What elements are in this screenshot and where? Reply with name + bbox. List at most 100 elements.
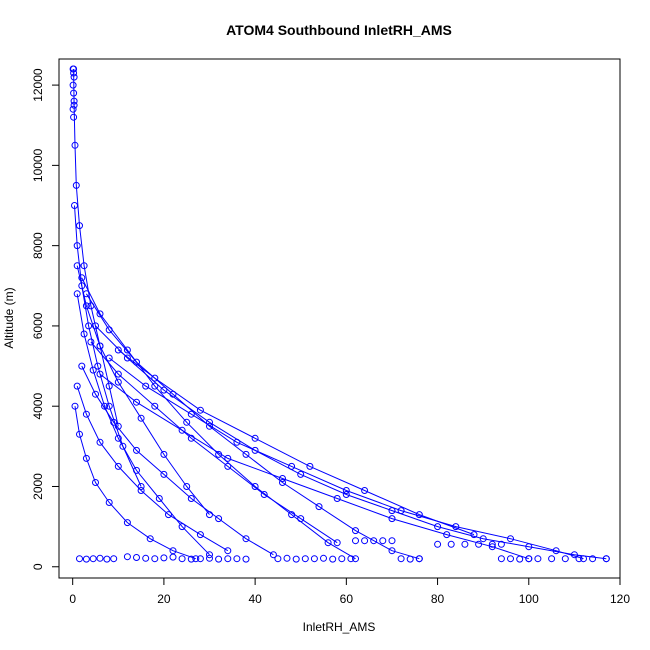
series-line xyxy=(76,385,229,552)
data-point xyxy=(488,543,496,551)
data-point xyxy=(105,382,113,390)
data-point xyxy=(160,554,168,562)
data-point xyxy=(137,483,145,490)
x-tick-label: 0 xyxy=(69,592,76,606)
data-point xyxy=(388,507,396,515)
data-point xyxy=(461,540,469,548)
data-point xyxy=(589,555,597,563)
data-point xyxy=(73,242,81,250)
data-point xyxy=(72,181,80,189)
data-point xyxy=(70,69,78,77)
data-point xyxy=(69,65,77,73)
y-tick-label: 4000 xyxy=(31,393,45,420)
data-point xyxy=(78,274,86,282)
data-point xyxy=(123,553,131,561)
data-point xyxy=(82,290,90,298)
data-point xyxy=(475,540,483,548)
data-point xyxy=(183,418,191,426)
data-point xyxy=(78,362,86,370)
data-point xyxy=(388,537,396,545)
series-line xyxy=(81,277,356,560)
data-point xyxy=(297,515,305,523)
data-point xyxy=(110,418,118,426)
data-point xyxy=(114,422,122,430)
series-line xyxy=(85,293,420,560)
y-axis-label: Altitude (m) xyxy=(2,287,16,348)
data-point xyxy=(160,470,168,478)
data-point xyxy=(69,105,77,113)
data-point xyxy=(301,555,309,563)
data-point xyxy=(70,73,78,81)
data-point xyxy=(71,141,79,149)
data-point xyxy=(133,358,140,366)
data-point xyxy=(123,354,131,362)
data-point xyxy=(96,342,104,350)
data-point xyxy=(70,89,78,97)
data-point xyxy=(169,553,177,561)
data-point xyxy=(516,555,524,563)
data-point xyxy=(452,523,460,531)
data-point xyxy=(183,483,191,490)
data-point xyxy=(89,366,97,374)
series-line xyxy=(81,365,274,556)
data-point xyxy=(160,386,168,394)
data-point xyxy=(233,438,241,446)
data-point xyxy=(379,537,387,545)
data-point xyxy=(320,554,327,562)
data-point xyxy=(251,483,259,490)
data-point xyxy=(215,450,223,458)
data-point xyxy=(123,519,131,527)
data-point xyxy=(575,555,583,563)
data-point xyxy=(82,410,90,418)
data-point xyxy=(92,479,99,486)
data-point xyxy=(70,101,78,109)
data-point xyxy=(114,434,122,442)
data-point xyxy=(96,438,104,446)
data-point xyxy=(242,535,250,543)
data-point xyxy=(288,511,296,519)
data-point xyxy=(415,511,423,519)
data-point xyxy=(71,402,79,410)
x-axis-label: InletRH_AMS xyxy=(303,620,376,634)
data-point xyxy=(82,454,90,462)
series-lines xyxy=(73,68,607,560)
data-point xyxy=(370,537,378,545)
data-point xyxy=(155,495,163,502)
data-point xyxy=(103,555,111,563)
data-point xyxy=(89,555,97,563)
data-point xyxy=(552,547,560,555)
data-point xyxy=(94,362,102,370)
data-point xyxy=(488,540,496,548)
data-point xyxy=(71,202,78,209)
data-point xyxy=(497,555,505,563)
data-point xyxy=(76,555,83,563)
data-point xyxy=(297,470,305,478)
data-point xyxy=(534,555,542,563)
data-point xyxy=(76,430,83,438)
data-point xyxy=(507,555,514,563)
data-point xyxy=(507,535,514,543)
data-point xyxy=(260,491,268,498)
data-point xyxy=(96,554,104,562)
data-point xyxy=(479,535,487,543)
data-point xyxy=(151,382,159,390)
data-point xyxy=(105,402,113,410)
series-line xyxy=(117,349,475,536)
data-point xyxy=(602,555,610,563)
data-point xyxy=(80,262,88,270)
data-point xyxy=(196,555,204,563)
data-point xyxy=(196,406,204,414)
data-point xyxy=(73,262,81,270)
data-point xyxy=(169,390,177,398)
data-point xyxy=(206,551,213,559)
data-point xyxy=(329,555,337,563)
data-point xyxy=(548,555,556,563)
data-point xyxy=(406,555,414,563)
data-point xyxy=(192,555,200,563)
data-point xyxy=(279,479,286,486)
x-tick-label: 20 xyxy=(157,592,171,606)
series-line xyxy=(95,325,607,560)
data-point xyxy=(101,402,109,410)
data-point xyxy=(70,113,78,121)
data-point xyxy=(251,434,259,442)
